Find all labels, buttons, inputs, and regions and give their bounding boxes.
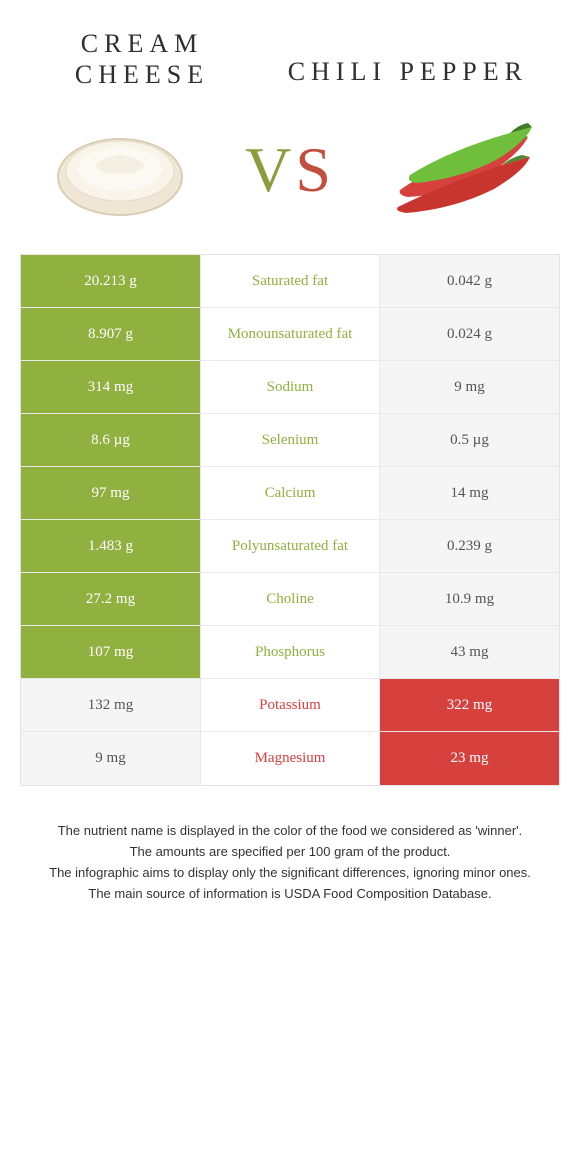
table-row: 8.907 gMonounsaturated fat0.024 g xyxy=(21,308,559,361)
cell-nutrient-label: Selenium xyxy=(201,414,379,466)
cell-left-value: 1.483 g xyxy=(21,520,201,572)
left-food-image xyxy=(40,110,200,230)
cell-right-value: 0.024 g xyxy=(379,308,559,360)
cell-nutrient-label: Sodium xyxy=(201,361,379,413)
right-food-image xyxy=(380,110,540,230)
table-row: 20.213 gSaturated fat0.042 g xyxy=(21,255,559,308)
cell-nutrient-label: Saturated fat xyxy=(201,255,379,307)
title-left: CREAM CHEESE xyxy=(52,28,232,90)
table-row: 9 mgMagnesium23 mg xyxy=(21,732,559,785)
cell-right-value: 0.042 g xyxy=(379,255,559,307)
vs-row: VS xyxy=(0,90,580,254)
cell-nutrient-label: Magnesium xyxy=(201,732,379,785)
nutrient-table: 20.213 gSaturated fat0.042 g8.907 gMonou… xyxy=(20,254,560,786)
table-row: 1.483 gPolyunsaturated fat0.239 g xyxy=(21,520,559,573)
cell-left-value: 8.6 µg xyxy=(21,414,201,466)
title-right: CHILI PEPPER xyxy=(268,28,528,87)
cell-right-value: 14 mg xyxy=(379,467,559,519)
table-row: 97 mgCalcium14 mg xyxy=(21,467,559,520)
cell-left-value: 314 mg xyxy=(21,361,201,413)
cell-right-value: 9 mg xyxy=(379,361,559,413)
footnote-line: The nutrient name is displayed in the co… xyxy=(36,822,544,841)
cell-nutrient-label: Calcium xyxy=(201,467,379,519)
cell-nutrient-label: Monounsaturated fat xyxy=(201,308,379,360)
footnote-line: The main source of information is USDA F… xyxy=(36,885,544,904)
table-row: 8.6 µgSelenium0.5 µg xyxy=(21,414,559,467)
cell-left-value: 132 mg xyxy=(21,679,201,731)
table-row: 27.2 mgCholine10.9 mg xyxy=(21,573,559,626)
table-row: 107 mgPhosphorus43 mg xyxy=(21,626,559,679)
vs-v-letter: V xyxy=(245,133,295,207)
cell-nutrient-label: Phosphorus xyxy=(201,626,379,678)
cell-right-value: 10.9 mg xyxy=(379,573,559,625)
footnote-line: The amounts are specified per 100 gram o… xyxy=(36,843,544,862)
cell-right-value: 23 mg xyxy=(379,732,559,785)
cell-left-value: 27.2 mg xyxy=(21,573,201,625)
footnote-line: The infographic aims to display only the… xyxy=(36,864,544,883)
table-row: 314 mgSodium9 mg xyxy=(21,361,559,414)
cell-left-value: 20.213 g xyxy=(21,255,201,307)
table-row: 132 mgPotassium322 mg xyxy=(21,679,559,732)
cell-nutrient-label: Choline xyxy=(201,573,379,625)
cell-right-value: 0.5 µg xyxy=(379,414,559,466)
cell-nutrient-label: Polyunsaturated fat xyxy=(201,520,379,572)
footnotes: The nutrient name is displayed in the co… xyxy=(36,822,544,903)
header: CREAM CHEESE CHILI PEPPER xyxy=(0,0,580,90)
cell-right-value: 322 mg xyxy=(379,679,559,731)
cell-nutrient-label: Potassium xyxy=(201,679,379,731)
vs-s-letter: S xyxy=(295,133,335,207)
cell-right-value: 0.239 g xyxy=(379,520,559,572)
vs-label: VS xyxy=(245,133,335,207)
cell-left-value: 107 mg xyxy=(21,626,201,678)
cell-left-value: 8.907 g xyxy=(21,308,201,360)
cell-right-value: 43 mg xyxy=(379,626,559,678)
cell-left-value: 9 mg xyxy=(21,732,201,785)
cell-left-value: 97 mg xyxy=(21,467,201,519)
